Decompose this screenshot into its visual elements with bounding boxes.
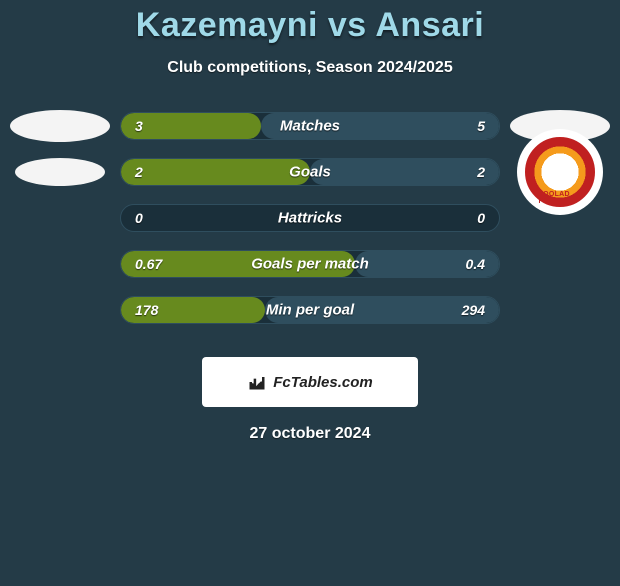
stat-left-value: 3 — [135, 118, 143, 134]
club-logo-placeholder — [15, 158, 105, 186]
crest-text: FOOLAD FC — [539, 191, 582, 205]
stat-bar: 2 Goals 2 — [120, 158, 500, 186]
stat-row: 2 Goals 2 FOOLAD FC — [0, 149, 620, 195]
club-logo-placeholder — [10, 110, 110, 142]
stat-right-value: 2 — [477, 164, 485, 180]
brand-text: FcTables.com — [273, 374, 372, 391]
stat-row: 178 Min per goal 294 — [0, 287, 620, 333]
stat-right-value: 294 — [462, 302, 485, 318]
chart-icon — [247, 372, 267, 392]
stat-bar: 0.67 Goals per match 0.4 — [120, 250, 500, 278]
stat-bar: 3 Matches 5 — [120, 112, 500, 140]
stat-right-value: 5 — [477, 118, 485, 134]
stat-bar-right-fill — [310, 159, 499, 185]
left-club-badge — [0, 110, 120, 142]
stat-label: Goals per match — [251, 256, 369, 273]
stat-label: Goals — [289, 164, 331, 181]
brand-badge[interactable]: FcTables.com — [202, 357, 418, 407]
club-crest: FOOLAD FC — [517, 129, 603, 215]
left-club-badge — [0, 158, 120, 186]
stat-left-value: 2 — [135, 164, 143, 180]
stat-bar-left-fill — [121, 159, 310, 185]
stat-right-value: 0 — [477, 210, 485, 226]
stat-right-value: 0.4 — [466, 256, 485, 272]
stat-bar: 0 Hattricks 0 — [120, 204, 500, 232]
subtitle: Club competitions, Season 2024/2025 — [0, 59, 620, 77]
stat-left-value: 0 — [135, 210, 143, 226]
date-text: 27 october 2024 — [0, 425, 620, 443]
stat-bar: 178 Min per goal 294 — [120, 296, 500, 324]
stat-left-value: 178 — [135, 302, 158, 318]
right-club-badge: FOOLAD FC — [500, 129, 620, 215]
stat-left-value: 0.67 — [135, 256, 162, 272]
page-title: Kazemayni vs Ansari — [0, 6, 620, 45]
stat-label: Matches — [280, 118, 340, 135]
stat-row: 0.67 Goals per match 0.4 — [0, 241, 620, 287]
stat-label: Hattricks — [278, 210, 342, 227]
stat-label: Min per goal — [266, 302, 354, 319]
stat-rows: 3 Matches 5 2 Goals 2 FOOLAD FC 0 Ha — [0, 103, 620, 333]
